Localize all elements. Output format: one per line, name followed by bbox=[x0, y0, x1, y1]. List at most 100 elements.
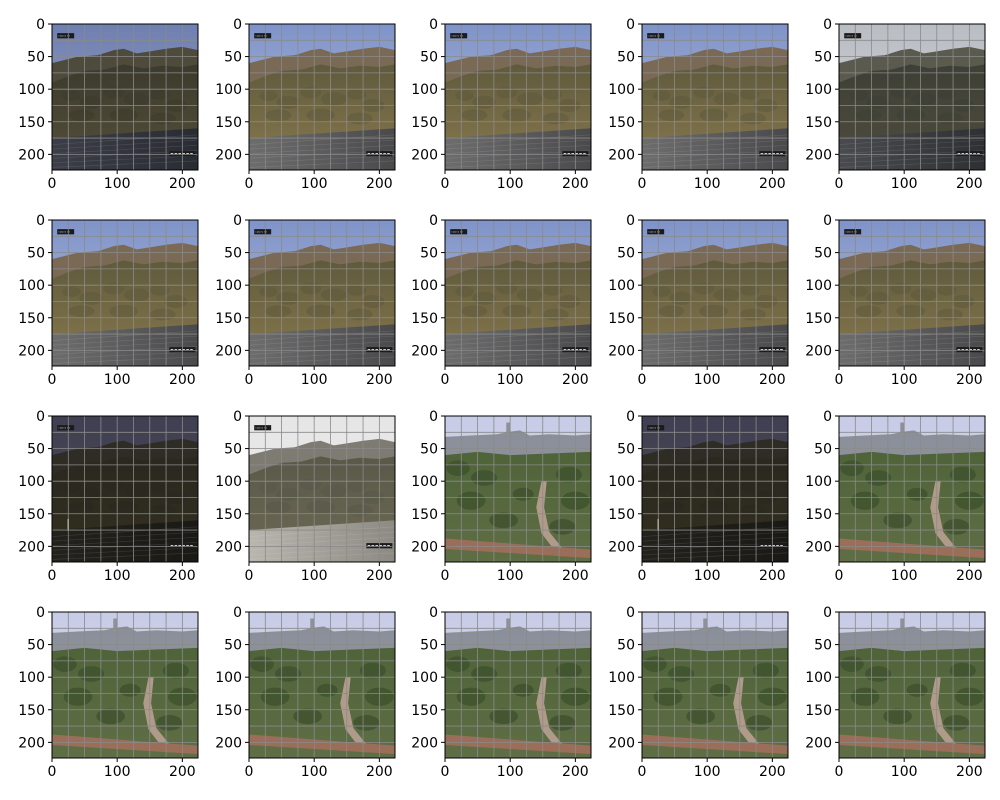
timestamp-glyph bbox=[174, 153, 178, 155]
y-tick-label: 200 bbox=[805, 147, 832, 163]
x-tick-label: 200 bbox=[956, 568, 983, 584]
timestamp-glyph bbox=[760, 349, 764, 351]
x-tick-label: 0 bbox=[48, 568, 57, 584]
y-tick-label: 100 bbox=[805, 278, 832, 294]
camera-label-box bbox=[254, 33, 272, 39]
timestamp-glyph bbox=[575, 153, 578, 155]
x-tick-label: 100 bbox=[891, 176, 918, 192]
timestamp-glyph bbox=[379, 349, 382, 351]
camera-label-box bbox=[844, 229, 862, 235]
timestamp-glyph bbox=[965, 349, 969, 351]
road-path bbox=[536, 481, 569, 557]
parking-lot bbox=[445, 324, 591, 366]
tree-patch bbox=[489, 512, 518, 529]
camera-label-box bbox=[647, 425, 665, 431]
x-tick-label: 100 bbox=[104, 568, 131, 584]
timestamp-glyph bbox=[371, 153, 375, 155]
tree-patch bbox=[156, 714, 183, 731]
vegetation-patch bbox=[896, 304, 926, 318]
x-tick-label: 100 bbox=[301, 568, 328, 584]
tree-patch bbox=[746, 714, 773, 731]
y-tick-label: 0 bbox=[36, 409, 45, 425]
y-tick-label: 100 bbox=[805, 82, 832, 98]
y-tick-label: 200 bbox=[215, 539, 242, 555]
tower-shape bbox=[900, 618, 905, 632]
y-tick-label: 50 bbox=[224, 50, 242, 66]
lot-stripe bbox=[839, 144, 985, 155]
panel-image: Camera 01 bbox=[642, 24, 788, 170]
lot-stripe bbox=[839, 134, 985, 145]
y-tick-label: 100 bbox=[215, 82, 242, 98]
vegetation-patch bbox=[306, 304, 336, 318]
y-tick-label: 0 bbox=[233, 17, 242, 33]
tree-patch bbox=[78, 666, 105, 682]
lot-stripe bbox=[642, 552, 788, 560]
timestamp-glyph bbox=[760, 153, 764, 155]
y-tick-label: 50 bbox=[420, 50, 438, 66]
parking-lot bbox=[52, 128, 198, 170]
tree-patch bbox=[456, 687, 486, 706]
x-tick-label: 0 bbox=[638, 372, 647, 388]
vegetation-patch bbox=[276, 487, 300, 501]
timestamp-glyph bbox=[969, 153, 972, 155]
tree-patch bbox=[949, 662, 976, 679]
vegetation-patch bbox=[149, 89, 170, 100]
tree-patch bbox=[96, 708, 125, 725]
timestamp-glyph bbox=[969, 349, 972, 351]
x-tick-label: 100 bbox=[497, 568, 524, 584]
vegetation-patch bbox=[123, 288, 150, 302]
tree-patch bbox=[943, 714, 970, 731]
y-tick-label: 100 bbox=[608, 474, 635, 490]
camera-label-text: Camera 01 bbox=[256, 428, 268, 430]
timestamp-glyph bbox=[383, 349, 386, 351]
vegetation-patch bbox=[699, 304, 729, 318]
camera-label-box bbox=[844, 33, 862, 39]
lot-stripe bbox=[249, 351, 395, 360]
lot-stripe bbox=[249, 335, 395, 346]
timestamp-glyph bbox=[563, 349, 567, 351]
timestamp-glyph bbox=[186, 153, 189, 155]
tree-patch bbox=[686, 708, 715, 725]
parking-lot bbox=[52, 324, 198, 366]
x-tick-label: 200 bbox=[956, 176, 983, 192]
y-tick-label: 200 bbox=[411, 147, 438, 163]
x-tick-label: 100 bbox=[104, 372, 131, 388]
vegetation-patch bbox=[346, 308, 373, 321]
y-tick-label: 200 bbox=[215, 735, 242, 751]
vegetation-patch bbox=[306, 500, 336, 514]
axes-frame bbox=[838, 219, 986, 367]
tree-patch bbox=[840, 656, 864, 672]
x-tick-label: 0 bbox=[48, 176, 57, 192]
lot-stripe bbox=[839, 351, 985, 360]
y-tick-label: 200 bbox=[215, 147, 242, 163]
y-tick-label: 50 bbox=[224, 246, 242, 262]
x-tick-label: 0 bbox=[441, 568, 450, 584]
timestamp-glyph bbox=[579, 153, 582, 155]
y-tick-label: 0 bbox=[626, 409, 635, 425]
y-tick-label: 50 bbox=[27, 442, 45, 458]
timestamp-glyph bbox=[387, 349, 390, 351]
panel-image: Camera 01 bbox=[445, 24, 591, 170]
vegetation-patch bbox=[306, 108, 336, 122]
y-tick-label: 0 bbox=[626, 605, 635, 621]
timestamp-glyph bbox=[371, 349, 375, 351]
parking-lot bbox=[642, 520, 788, 562]
y-tick-label: 0 bbox=[36, 213, 45, 229]
y-tick-label: 100 bbox=[18, 670, 45, 686]
y-tick-label: 50 bbox=[420, 442, 438, 458]
y-tick-label: 0 bbox=[233, 409, 242, 425]
tree-patch bbox=[865, 470, 892, 486]
tree-patch bbox=[949, 466, 976, 483]
vegetation-patch bbox=[259, 90, 278, 101]
tree-patch bbox=[906, 683, 928, 697]
lot-stripe bbox=[642, 335, 788, 346]
vegetation-patch bbox=[739, 112, 766, 125]
y-tick-label: 50 bbox=[814, 442, 832, 458]
y-tick-label: 0 bbox=[233, 605, 242, 621]
tree-patch bbox=[549, 518, 576, 535]
x-tick-label: 100 bbox=[694, 372, 721, 388]
lot-stripe bbox=[249, 139, 395, 150]
